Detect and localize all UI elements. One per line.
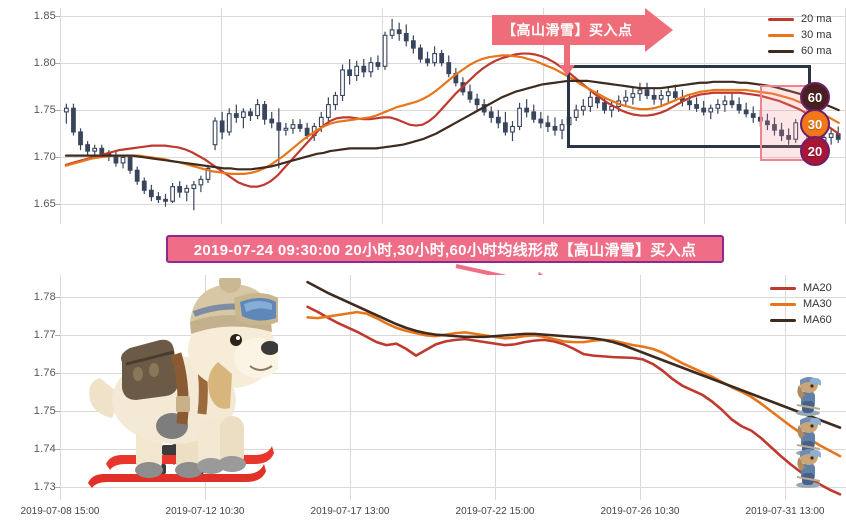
- gridline-horizontal: [60, 16, 846, 17]
- gridline-horizontal: [60, 373, 846, 374]
- callout-down-arrow-icon: [559, 45, 575, 76]
- gridline-vertical: [785, 275, 786, 500]
- gridline-vertical: [704, 8, 705, 224]
- legend-label-ma20: MA20: [803, 282, 832, 294]
- top-chart-y-axis: 1.85 1.80 1.75 1.70 1.65: [0, 0, 60, 230]
- gridline-vertical: [221, 8, 222, 224]
- legend-item-ma30[interactable]: MA30: [770, 296, 832, 312]
- gridline-horizontal: [60, 411, 846, 412]
- legend-label-20ma: 20 ma: [801, 13, 832, 25]
- x-tick-label: 2019-07-12 10:30: [165, 506, 245, 517]
- legend-swatch-20ma: [768, 17, 794, 21]
- legend-swatch-ma30: [770, 302, 796, 306]
- x-tick-label: 2019-07-26 10:30: [600, 506, 680, 517]
- signal-banner-text: 2019-07-24 09:30:00 20小时,30小时,60小时均线形成【高…: [193, 241, 697, 259]
- gridline-horizontal: [60, 63, 846, 64]
- legend-item-60ma[interactable]: 60 ma: [768, 43, 832, 59]
- y-tick-label: 1.75: [33, 405, 56, 417]
- legend-item-20ma[interactable]: 20 ma: [768, 11, 832, 27]
- y-tick-label: 1.77: [33, 329, 56, 341]
- y-tick-mark: [55, 487, 60, 488]
- bottom-chart-x-axis: 2019-07-08 15:00 2019-07-12 10:30 2019-0…: [0, 500, 846, 520]
- x-tick-label: 2019-07-22 15:00: [455, 506, 535, 517]
- x-tick-label: 2019-07-08 15:00: [20, 506, 100, 517]
- gridline-horizontal: [60, 487, 846, 488]
- y-tick-mark: [55, 335, 60, 336]
- y-tick-label: 1.74: [33, 443, 56, 455]
- y-tick-mark: [55, 204, 60, 205]
- legend-swatch-30ma: [768, 33, 794, 37]
- buy-point-callout: 【高山滑雪】买入点: [492, 8, 672, 52]
- top-chart-svg: [63, 18, 841, 211]
- y-tick-mark: [55, 16, 60, 17]
- y-tick-label: 1.75: [33, 104, 56, 116]
- y-tick-label: 1.76: [33, 367, 56, 379]
- y-tick-label: 1.78: [33, 291, 56, 303]
- ma-badge-30[interactable]: 30: [800, 109, 830, 139]
- legend-label-ma60: MA60: [803, 314, 832, 326]
- gridline-horizontal: [60, 157, 846, 158]
- legend-label-30ma: 30 ma: [801, 29, 832, 41]
- gridline-vertical: [382, 8, 383, 224]
- signal-banner: 2019-07-24 09:30:00 20小时,30小时,60小时均线形成【高…: [166, 235, 724, 263]
- y-tick-mark: [55, 411, 60, 412]
- top-chart-panel: 1.85 1.80 1.75 1.70 1.65: [0, 0, 846, 230]
- bottom-chart-y-axis: 1.78 1.77 1.76 1.75 1.74 1.73: [0, 270, 60, 520]
- y-tick-mark: [55, 110, 60, 111]
- ma-badge-20[interactable]: 20: [800, 136, 830, 166]
- legend-swatch-ma60: [770, 318, 796, 322]
- y-tick-label: 1.85: [33, 10, 56, 22]
- ma-badge-60[interactable]: 60: [800, 82, 830, 112]
- legend-item-ma20[interactable]: MA20: [770, 280, 832, 296]
- skier-icon-ma60: [796, 377, 821, 416]
- buy-point-callout-label: 【高山滑雪】买入点: [502, 22, 633, 38]
- y-tick-mark: [55, 373, 60, 374]
- bottom-chart-svg: [306, 280, 842, 496]
- gridline-horizontal: [60, 449, 846, 450]
- gridline-vertical: [60, 275, 61, 500]
- legend-item-30ma[interactable]: 30 ma: [768, 27, 832, 43]
- gridline-horizontal: [60, 297, 846, 298]
- gridline-horizontal: [60, 204, 846, 205]
- top-chart-legend: 20 ma 30 ma 60 ma: [768, 11, 832, 59]
- x-tick-label: 2019-07-17 13:00: [310, 506, 390, 517]
- y-tick-mark: [55, 63, 60, 64]
- ma-badge-20-label: 20: [807, 143, 823, 159]
- gridline-vertical: [60, 8, 61, 224]
- y-tick-mark: [55, 449, 60, 450]
- legend-swatch-60ma: [768, 49, 794, 53]
- y-tick-mark: [55, 157, 60, 158]
- gridline-horizontal: [60, 110, 846, 111]
- gridline-vertical: [495, 275, 496, 500]
- bottom-chart-legend: MA20 MA30 MA60: [770, 280, 832, 328]
- x-tick-label: 2019-07-31 13:00: [745, 506, 825, 517]
- top-chart-plot-area: [60, 8, 846, 224]
- legend-swatch-ma20: [770, 286, 796, 290]
- gridline-vertical: [640, 275, 641, 500]
- legend-item-ma60[interactable]: MA60: [770, 312, 832, 328]
- skiing-dog-mascot: [88, 278, 278, 488]
- ma-badge-60-label: 60: [807, 89, 823, 105]
- legend-label-ma30: MA30: [803, 298, 832, 310]
- y-tick-label: 1.73: [33, 481, 56, 493]
- gridline-vertical: [350, 275, 351, 500]
- y-tick-label: 1.70: [33, 151, 56, 163]
- bottom-chart-panel: 1.78 1.77 1.76 1.75 1.74 1.73: [0, 270, 846, 520]
- gridline-vertical: [543, 8, 544, 224]
- ma-badge-30-label: 30: [807, 116, 823, 132]
- skier-icon-ma20: [796, 449, 821, 488]
- y-tick-mark: [55, 297, 60, 298]
- legend-label-60ma: 60 ma: [801, 45, 832, 57]
- y-tick-label: 1.65: [33, 198, 56, 210]
- y-tick-label: 1.80: [33, 57, 56, 69]
